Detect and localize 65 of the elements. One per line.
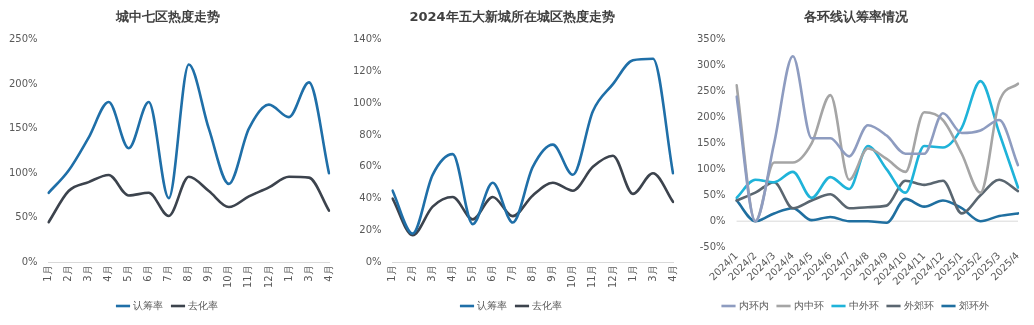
y-tick-label: 300% — [697, 59, 726, 71]
y-tick-label: 40% — [359, 192, 382, 204]
y-tick-label: 80% — [359, 128, 382, 140]
legend-label: 去化率 — [188, 299, 218, 311]
chart-title: 城中七区热度走势 — [115, 9, 220, 25]
y-tick-label: 150% — [9, 122, 38, 134]
legend-label: 去化率 — [532, 299, 562, 311]
y-tick-label: 140% — [353, 33, 382, 45]
chart-title: 各环线认筹率情况 — [803, 9, 909, 25]
y-tick-label: 250% — [697, 85, 726, 97]
y-tick-label: 250% — [9, 33, 38, 45]
y-tick-label: 50% — [15, 211, 38, 223]
x-tick-label: 8月 — [182, 265, 194, 282]
x-tick-label: 1月 — [626, 265, 638, 282]
x-tick-label: 4月 — [322, 265, 334, 282]
x-tick-label: 6月 — [142, 265, 154, 282]
y-tick-label: 200% — [9, 77, 38, 89]
legend-label: 郊环外 — [958, 299, 989, 311]
legend-label: 认筹率 — [133, 299, 163, 311]
y-tick-label: 200% — [697, 111, 726, 123]
x-tick-label: 1月 — [386, 265, 398, 282]
y-tick-label: 0% — [21, 255, 38, 267]
x-tick-label: 12月 — [606, 265, 618, 289]
x-tick-label: 11月 — [586, 265, 598, 289]
legend-label: 中外环 — [848, 299, 879, 311]
x-tick-label: 4月 — [102, 265, 114, 282]
x-tick-label: 3月 — [646, 265, 658, 282]
y-tick-label: 50% — [703, 188, 726, 200]
x-tick-label: 3月 — [302, 265, 314, 282]
x-tick-label: 9月 — [202, 265, 214, 282]
x-tick-label: 4月 — [446, 265, 458, 282]
y-tick-label: 20% — [359, 224, 382, 236]
y-tick-label: 0% — [365, 255, 382, 267]
x-tick-label: 4月 — [666, 265, 678, 282]
y-tick-label: 100% — [9, 166, 38, 178]
x-tick-label: 1月 — [42, 265, 54, 282]
x-tick-label: 2月 — [406, 265, 418, 282]
y-tick-label: 150% — [697, 136, 726, 148]
x-tick-label: 3月 — [426, 265, 438, 282]
legend-label: 内中环 — [793, 299, 824, 311]
legend-label: 外郊环 — [903, 299, 934, 311]
x-tick-label: 10月 — [222, 265, 234, 289]
x-tick-label: 5月 — [466, 265, 478, 282]
y-tick-label: -50% — [699, 240, 726, 252]
x-tick-label: 6月 — [486, 265, 498, 282]
y-tick-label: 100% — [353, 96, 382, 108]
x-tick-label: 12月 — [262, 265, 274, 289]
y-tick-label: 0% — [709, 214, 726, 226]
legend-label: 内环内 — [738, 299, 769, 311]
x-tick-label: 9月 — [546, 265, 558, 282]
x-tick-label: 11月 — [242, 265, 254, 289]
x-tick-label: 5月 — [122, 265, 134, 282]
x-tick-label: 3月 — [82, 265, 94, 282]
y-tick-label: 350% — [697, 33, 726, 45]
x-tick-label: 8月 — [526, 265, 538, 282]
chart-title: 2024年五大新城所在城区热度走势 — [409, 9, 615, 25]
legend-label: 认筹率 — [477, 299, 507, 311]
y-tick-label: 100% — [697, 162, 726, 174]
x-tick-label: 7月 — [506, 265, 518, 282]
x-tick-label: 1月 — [282, 265, 294, 282]
x-tick-label: 10月 — [566, 265, 578, 289]
y-tick-label: 60% — [359, 160, 382, 172]
y-tick-label: 120% — [353, 65, 382, 76]
x-tick-label: 2月 — [62, 265, 74, 282]
x-tick-label: 7月 — [162, 265, 174, 282]
